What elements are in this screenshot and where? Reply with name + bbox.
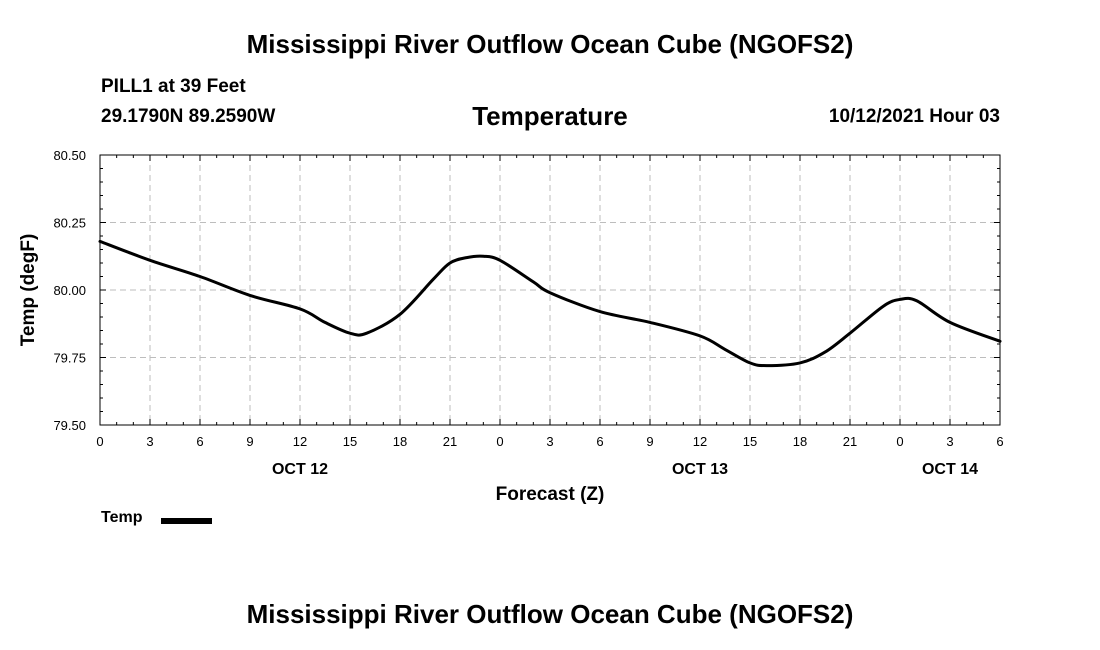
x-tick-label: 9 <box>246 434 253 449</box>
x-tick-label: 0 <box>496 434 503 449</box>
coordinates-label: 29.1790N 89.2590W <box>101 106 276 127</box>
x-tick-label: 15 <box>343 434 357 449</box>
x-date-label: OCT 12 <box>272 461 328 478</box>
x-tick-label: 12 <box>293 434 307 449</box>
axis-labels: 0 3 6 9 12 15 18 21 0 3 6 9 12 15 18 21 0 3 6 79.50 79.75 80.… <box>53 148 1003 478</box>
x-date-label: OCT 14 <box>922 461 978 478</box>
x-tick-label: 21 <box>843 434 857 449</box>
temp-series-line <box>98 239 1002 368</box>
x-tick-label: 0 <box>896 434 903 449</box>
x-tick-label: 6 <box>196 434 203 449</box>
x-tick-label: 21 <box>443 434 457 449</box>
y-tick-label: 80.00 <box>53 283 86 298</box>
legend-swatch <box>161 518 212 524</box>
x-tick-label: 18 <box>393 434 407 449</box>
x-tick-label: 6 <box>596 434 603 449</box>
x-tick-label: 3 <box>946 434 953 449</box>
station-label: PILL1 at 39 Feet <box>101 76 246 97</box>
x-tick-label: 9 <box>646 434 653 449</box>
y-tick-label: 80.50 <box>53 148 86 163</box>
footer-title: Mississippi River Outflow Ocean Cube (NG… <box>246 599 854 629</box>
x-tick-label: 0 <box>96 434 103 449</box>
datetime-label: 10/12/2021 Hour 03 <box>828 106 1000 127</box>
y-tick-label: 80.25 <box>53 216 86 231</box>
y-tick-label: 79.75 <box>53 351 86 366</box>
y-axis-title: Temp (degF) <box>18 234 39 347</box>
x-axis-title: Forecast (Z) <box>496 484 605 505</box>
series-layer <box>98 239 1002 368</box>
plot-frame <box>99 154 1001 426</box>
x-tick-label: 3 <box>146 434 153 449</box>
x-tick-label: 3 <box>546 434 553 449</box>
x-tick-label: 18 <box>793 434 807 449</box>
x-tick-label: 12 <box>693 434 707 449</box>
x-date-label: OCT 13 <box>672 461 728 478</box>
chart-title: Temperature <box>472 101 628 131</box>
y-tick-label: 79.50 <box>53 418 86 433</box>
page-title: Mississippi River Outflow Ocean Cube (NG… <box>246 29 854 59</box>
x-tick-label: 6 <box>996 434 1003 449</box>
x-tick-label: 15 <box>743 434 757 449</box>
legend-label: Temp <box>101 509 143 526</box>
